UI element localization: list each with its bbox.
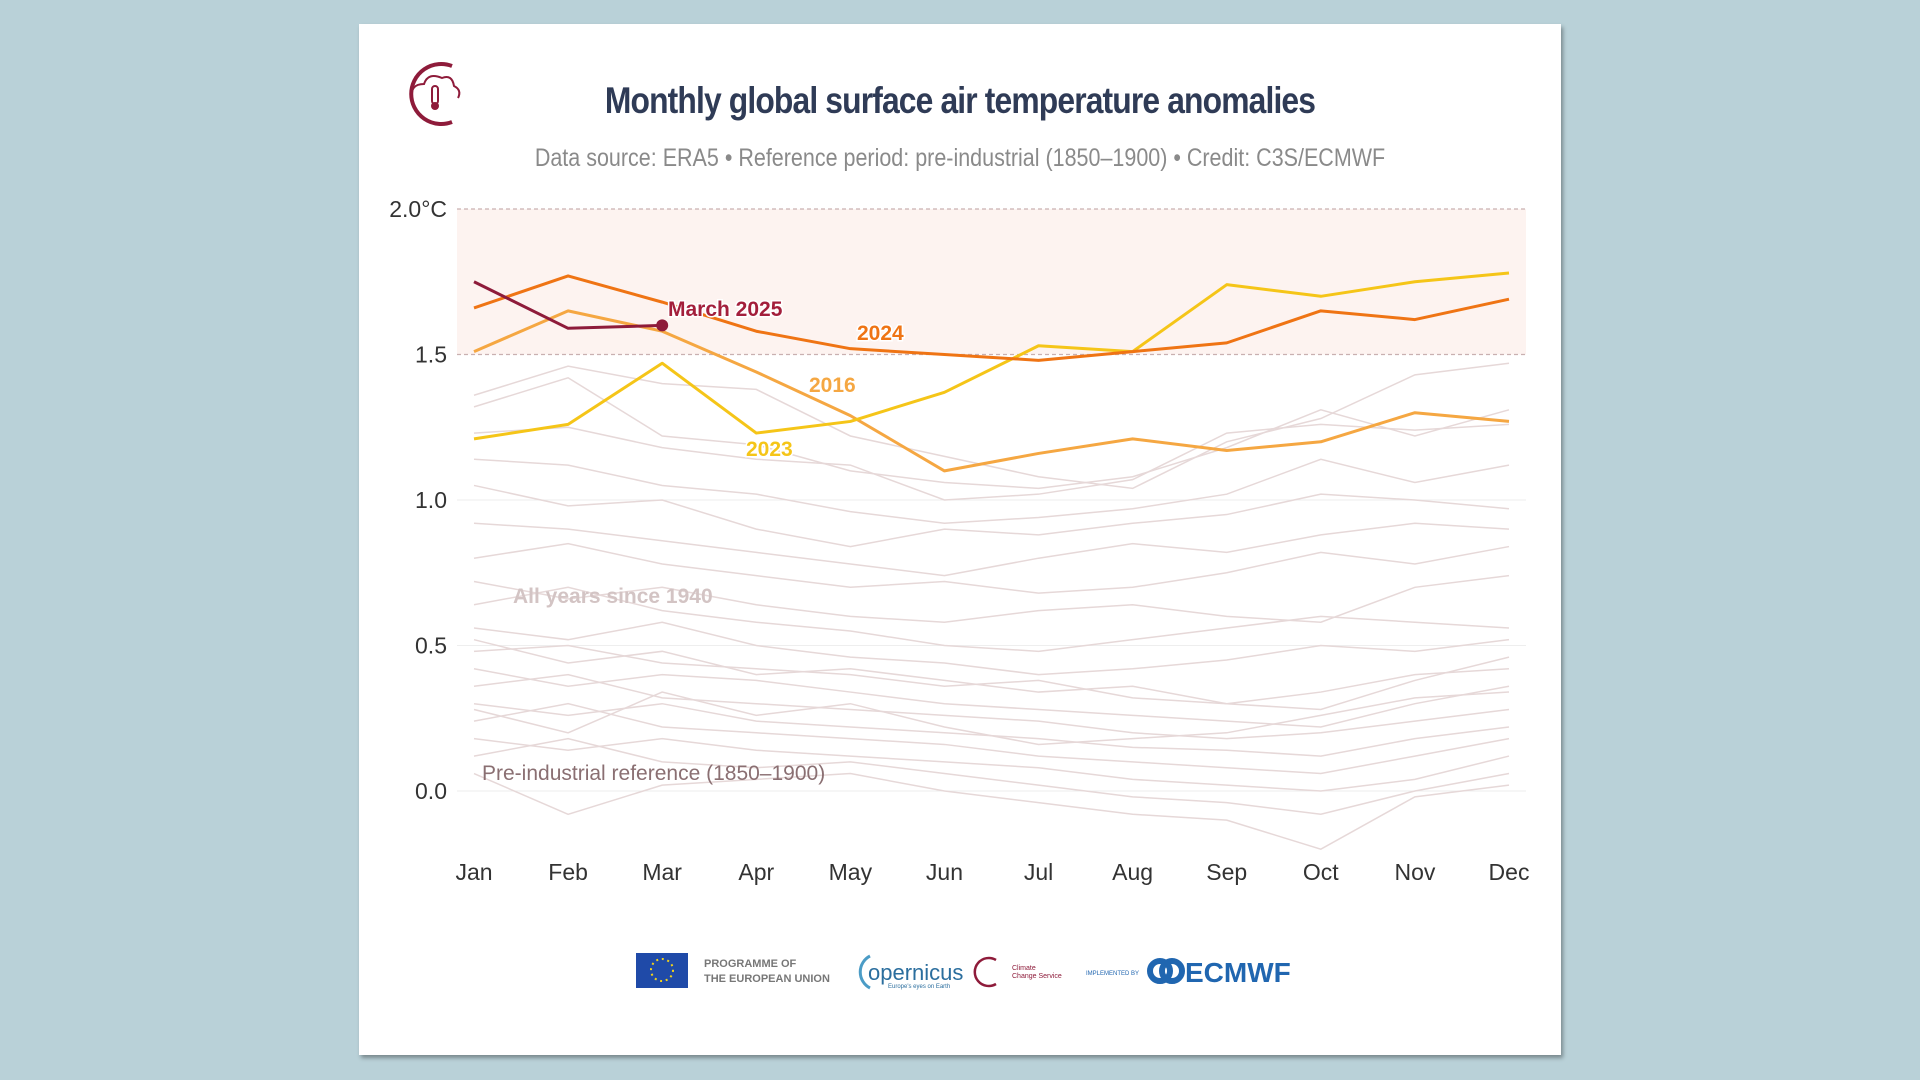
x-tick-label: Aug bbox=[1112, 859, 1153, 885]
x-tick-label: Nov bbox=[1394, 859, 1435, 885]
background-year-line bbox=[473, 484, 1510, 548]
reference-label: Pre-industrial reference (1850–1900) bbox=[482, 762, 825, 785]
march-2025-point bbox=[656, 319, 669, 332]
chart-card: Monthly global surface air temperature a… bbox=[359, 24, 1561, 1055]
x-tick-label: Oct bbox=[1303, 859, 1339, 885]
x-tick-label: Sep bbox=[1206, 859, 1247, 885]
y-tick-label: 1.5 bbox=[415, 342, 447, 368]
eu-line2: THE EUROPEAN UNION bbox=[704, 973, 830, 985]
background-year-line bbox=[473, 423, 1510, 501]
background-year-line bbox=[473, 737, 1510, 816]
x-tick-label: Jan bbox=[455, 859, 492, 885]
label-2023: 2023 bbox=[746, 438, 793, 461]
background-year-line bbox=[473, 574, 1510, 623]
eu-line1: PROGRAMME OF bbox=[704, 958, 797, 970]
background-year-line bbox=[473, 621, 1510, 676]
ecmwf-logo-icon bbox=[1147, 958, 1185, 984]
c3s-line2: Change Service bbox=[1012, 973, 1062, 980]
background-year-line bbox=[473, 638, 1510, 711]
label-2016: 2016 bbox=[809, 374, 856, 397]
footer-logos: PROGRAMME OF THE EUROPEAN UNION opernicu… bbox=[636, 953, 1291, 990]
c3s-logo-icon bbox=[409, 62, 461, 126]
background-year-line bbox=[473, 702, 1510, 757]
series-line-2016 bbox=[473, 309, 1510, 473]
copernicus-tagline: Europe's eyes on Earth bbox=[888, 984, 950, 990]
background-year-line bbox=[473, 522, 1510, 577]
series-line-march-2025 bbox=[473, 280, 663, 330]
background-year-line bbox=[473, 586, 1510, 653]
background-year-line bbox=[473, 702, 1510, 775]
chart-title: Monthly global surface air temperature a… bbox=[604, 80, 1316, 121]
series-line-2023 bbox=[473, 271, 1510, 441]
background-year-line bbox=[473, 644, 1510, 705]
x-tick-label: Feb bbox=[548, 859, 588, 885]
x-tick-label: Apr bbox=[738, 859, 774, 885]
copernicus-c-icon bbox=[858, 954, 871, 990]
x-tick-label: Jun bbox=[926, 859, 963, 885]
y-tick-label: 2.0°C bbox=[389, 196, 447, 222]
implemented-by: IMPLEMENTED BY bbox=[1086, 971, 1139, 977]
y-tick-label: 1.0 bbox=[415, 487, 447, 513]
x-tick-label: May bbox=[829, 859, 873, 885]
background-year-line bbox=[473, 458, 1510, 525]
background-year-line bbox=[473, 691, 1510, 746]
background-year-line bbox=[473, 668, 1510, 728]
c3s-small-logo-icon bbox=[973, 956, 997, 988]
background-year-line bbox=[473, 376, 1510, 490]
background-year-line bbox=[473, 772, 1510, 851]
y-tick-label: 0.5 bbox=[415, 633, 447, 659]
background-year-line bbox=[473, 542, 1510, 594]
series-line-2024 bbox=[473, 274, 1510, 362]
copernicus-wordmark: opernicus bbox=[868, 960, 963, 985]
background-year-line bbox=[473, 673, 1510, 740]
x-tick-label: Mar bbox=[642, 859, 682, 885]
march-2025-label: March 2025 bbox=[668, 298, 783, 321]
background-year-line bbox=[473, 737, 1510, 792]
background-years-label: All years since 1940 bbox=[513, 585, 713, 608]
above-1-5-band bbox=[457, 209, 1526, 355]
c3s-line1: Climate bbox=[1012, 965, 1036, 972]
ecmwf-wordmark: ECMWF bbox=[1185, 957, 1291, 988]
y-tick-label: 0.0 bbox=[415, 778, 447, 804]
background-year-line bbox=[473, 362, 1510, 490]
x-tick-label: Dec bbox=[1489, 859, 1530, 885]
label-2024: 2024 bbox=[857, 322, 904, 345]
chart-subtitle: Data source: ERA5 • Reference period: pr… bbox=[534, 144, 1386, 172]
x-tick-label: Jul bbox=[1024, 859, 1053, 885]
